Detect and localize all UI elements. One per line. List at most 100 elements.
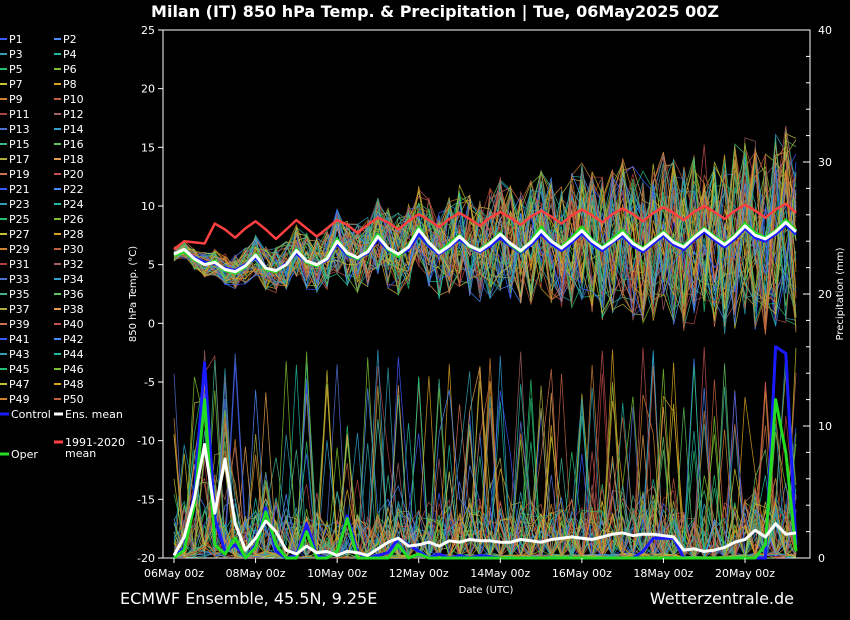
x-tick-label: 06May 00z [144,567,204,580]
legend-item-p4: P4 [63,48,77,61]
left-tick-label: -10 [137,435,155,448]
special-lines [172,202,798,560]
legend-item-p31: P31 [9,258,30,271]
member-temp-line [173,162,797,319]
legend-item-p5: P5 [9,63,23,76]
legend-item-p26: P26 [63,213,84,226]
legend-item-p18: P18 [63,153,84,166]
legend-item-p11: P11 [9,108,30,121]
left-tick-label: 10 [141,200,155,213]
member-temp-line [173,158,797,328]
legend-item-p44: P44 [63,348,84,361]
legend-item-p22: P22 [63,183,84,196]
legend-item-p36: P36 [63,288,84,301]
legend-item-p12: P12 [63,108,84,121]
legend-item-p49: P49 [9,393,30,406]
legend-item-p40: P40 [63,318,84,331]
left-tick-label: 20 [141,83,155,96]
member-temp-line [173,174,797,334]
member-precip-line [173,364,797,559]
legend-item-p28: P28 [63,228,84,241]
right-tick-label: 40 [818,24,832,37]
legend-item-p35: P35 [9,288,30,301]
legend-item-p48: P48 [63,378,84,391]
right-tick-label: 30 [818,156,832,169]
legend-item-p27: P27 [9,228,30,241]
legend-item-p42: P42 [63,333,84,346]
x-tick-label: 12May 00z [389,567,449,580]
footer-site: Wetterzentrale.de [650,589,794,608]
member-temp-line [173,132,797,314]
x-tick-label: 14May 00z [470,567,530,580]
ens-mean-temp-line [173,220,798,274]
right-tick-label: 0 [818,552,825,565]
member-precip-line [173,414,797,559]
legend-item-p8: P8 [63,78,77,91]
legend-item-p25: P25 [9,213,30,226]
legend-item-1991-2020-mean-line2: mean [65,447,96,460]
member-precip-line [173,358,797,559]
footer-source: ECMWF Ensemble, 45.5N, 9.25E [120,589,377,608]
x-tick-label: 18May 00z [633,567,693,580]
legend-item-p30: P30 [63,243,84,256]
legend-item-p3: P3 [9,48,23,61]
legend-item-p1: P1 [9,33,23,46]
left-tick-label: -5 [144,376,155,389]
legend-item-p39: P39 [9,318,30,331]
legend-item-p34: P34 [63,273,84,286]
legend-item-p23: P23 [9,198,30,211]
chart-title: Milan (IT) 850 hPa Temp. & Precipitation… [151,2,719,22]
member-temp-line [173,139,797,314]
right-axis: 40 30 20 10 0 [803,24,832,565]
x-tick-label: 10May 00z [307,567,367,580]
legend-item-p20: P20 [63,168,84,181]
left-tick-label: 25 [141,24,155,37]
legend-item-p19: P19 [9,168,30,181]
legend: P1 P2 P3 P4 P5 P6 P7 P8 P9 P10 P11 P12 P13 P14 P15 P16 P… [0,33,125,461]
legend-item-p2: P2 [63,33,77,46]
legend-item-p13: P13 [9,123,30,136]
x-tick-label: 20May 00z [715,567,775,580]
legend-item-p37: P37 [9,303,30,316]
y-axis-left-label: 850 hPa Temp. (°C) [128,246,139,342]
legend-item-oper: Oper [11,448,38,461]
x-tick-label: 16May 00z [552,567,612,580]
legend-item-p7: P7 [9,78,23,91]
left-tick-label: -15 [137,493,155,506]
legend-item-p43: P43 [9,348,30,361]
member-temp-line [173,154,797,312]
ens-mean-precip-line [172,443,797,557]
member-temp-line [173,153,797,323]
member-precip-line [173,349,797,559]
legend-item-ens-mean: Ens. mean [65,408,123,421]
legend-item-p9: P9 [9,93,23,106]
legend-item-1991-2020-mean: 1991-2020 [65,436,125,449]
legend-item-p15: P15 [9,138,30,151]
legend-item-p38: P38 [63,303,84,316]
legend-item-p17: P17 [9,153,30,166]
oper-precip-line [173,398,798,560]
x-tick-label: 08May 00z [226,567,286,580]
legend-item-p24: P24 [63,198,84,211]
member-temp-line [173,151,797,331]
legend-item-p45: P45 [9,363,30,376]
member-temp-line [173,161,797,318]
y-axis-right-label: Precipitation (mm) [835,247,846,340]
member-temp-line [173,133,797,329]
x-axis-label: Date (UTC) [459,585,514,596]
legend-item-p10: P10 [63,93,84,106]
1991-2020-mean-temp-line [173,202,797,251]
left-tick-label: 0 [148,317,155,330]
legend-item-p29: P29 [9,243,30,256]
legend-item-p16: P16 [63,138,84,151]
legend-item-p6: P6 [63,63,77,76]
left-axis: 25 20 15 10 5 0 -5 -10 -15 -20 [137,24,163,565]
legend-item-p47: P47 [9,378,30,391]
legend-item-p41: P41 [9,333,30,346]
x-axis: 06May 00z 08May 00z 10May 00z 12May 00z 14Ma… [144,558,775,580]
left-tick-label: 5 [148,259,155,272]
right-tick-label: 10 [818,420,832,433]
legend-item-p50: P50 [63,393,84,406]
